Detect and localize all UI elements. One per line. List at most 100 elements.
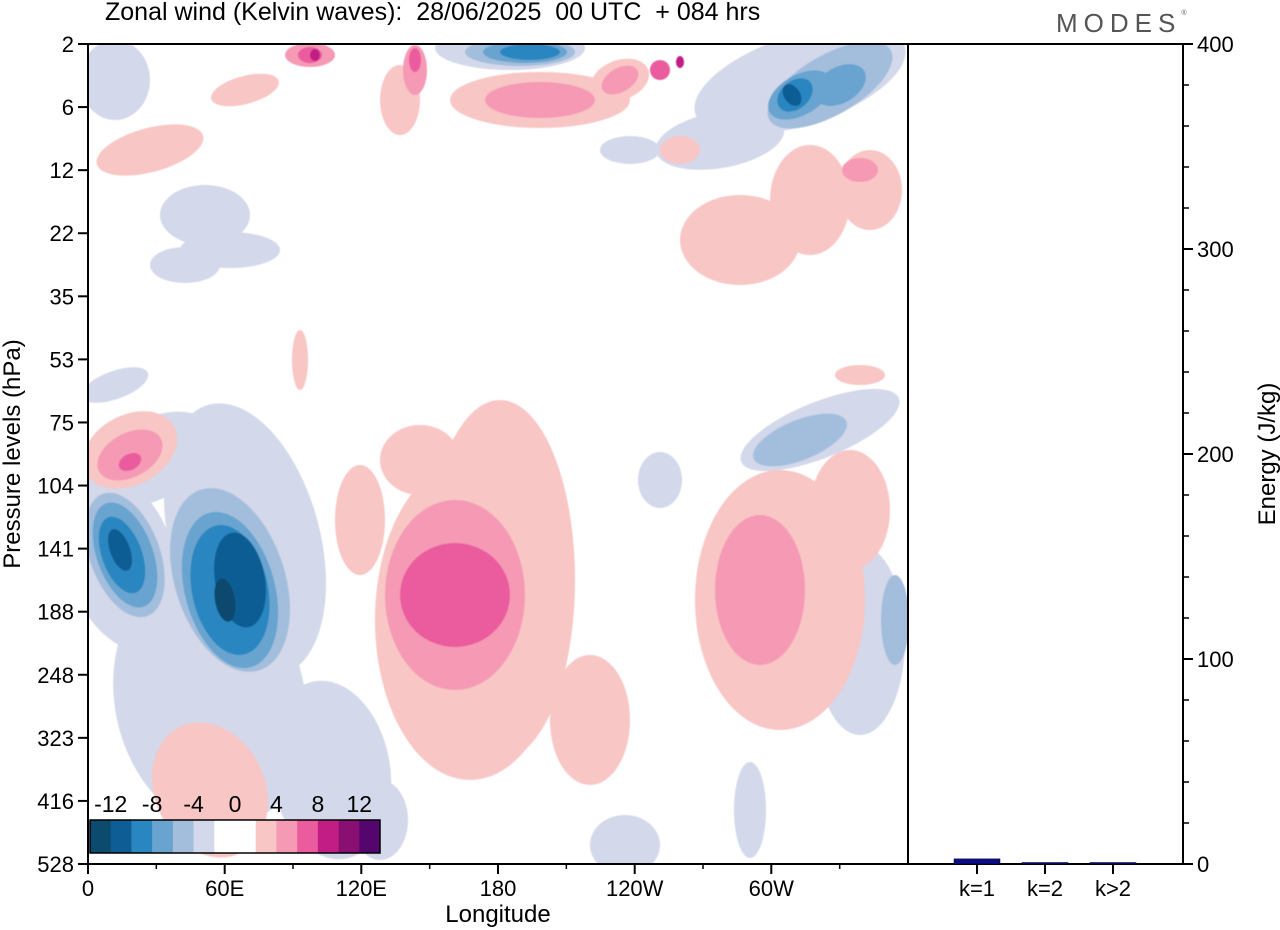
colorbar-swatch [152,820,174,853]
positive-contour [210,73,280,107]
x-tick-label: 60W [749,876,794,901]
negative-contour [782,84,802,106]
x-tick-label: 120E [336,876,387,901]
negative-contour [753,413,847,467]
colorbar-swatch [193,820,215,853]
y-tick-label: 416 [37,789,74,814]
positive-contour [335,465,385,575]
x-tick-label: 60E [205,876,244,901]
positive-contour [400,543,510,647]
negative-contour [500,44,560,60]
x-axis-title: Longitude [445,901,550,928]
y-axis: 2 6 12 22 35 53 75 104 141 188 248 323 416 528 [37,32,88,877]
y-axis-title: Pressure levels (hPa) [0,339,26,568]
colorbar-swatch [338,820,360,853]
positive-contour [550,655,630,785]
chart-title: Zonal wind (Kelvin waves): 28/06/2025 00… [105,0,761,26]
x-tick-label: 180 [480,876,517,901]
y-tick-label: 104 [37,474,74,499]
y-tick-label: 2 [62,32,74,57]
positive-contour [485,82,595,118]
positive-contour [118,452,142,472]
y-tick-label: 22 [50,221,74,246]
y-tick-label: 141 [37,537,74,562]
heatmap-plot: 0 60E 120E 180 120W 60W 2 6 12 22 35 53 75 104 141 188… [0,32,909,928]
colorbar-swatch [317,820,339,853]
brand-logo: MODES® [1056,8,1187,39]
positive-contour [96,124,204,176]
energy-tick-label: 100 [1197,647,1234,672]
colorbar-swatch [255,820,277,853]
y-tick-label: 35 [50,284,74,309]
y-tick-label: 528 [37,852,74,877]
y-tick-label: 188 [37,600,74,625]
y-tick-label: 248 [37,663,74,688]
negative-contour [638,452,682,508]
colorbar-swatch [131,820,153,853]
negative-contour [160,185,250,245]
brand-name: MODES [1056,8,1182,38]
energy-x-label: k=2 [1027,876,1063,901]
negative-contour [881,575,908,665]
wind-contours [88,44,908,864]
energy-tick-label: 300 [1197,237,1234,262]
positive-contour [680,195,800,285]
negative-contour [180,232,280,268]
energy-x-label: k=1 [959,876,995,901]
energy-x-label: k>2 [1095,876,1131,901]
energy-tick-label: 400 [1197,32,1234,57]
energy-x-axis: k=1 k=2 k>2 [959,864,1131,901]
energy-axis-title: Energy (J/kg) [1254,383,1280,526]
positive-contour [650,60,670,80]
colorbar-label: 4 [270,791,283,817]
energy-tick-label: 0 [1197,852,1209,877]
positive-contour [310,49,320,61]
energy-bar [1089,862,1137,865]
colorbar-swatch [110,820,132,853]
positive-contour [835,365,885,385]
colorbar-swatch [90,820,112,853]
positive-contour [770,145,850,255]
colorbar-label: -4 [183,791,204,817]
colorbar-label: 8 [311,791,324,817]
colorbar-swatch [214,820,236,853]
x-tick-label: 120W [606,876,664,901]
y-tick-label: 75 [50,410,74,435]
colorbar-swatch [297,820,319,853]
negative-contour [88,367,149,403]
positive-contour [409,48,421,72]
positive-contour [601,65,639,95]
colorbar-label: 12 [346,791,372,817]
negative-contour [214,578,236,622]
positive-contour [660,136,700,164]
energy-bar [953,858,1001,865]
colorbar-swatch [276,820,298,853]
positive-contour [715,515,805,665]
positive-contour [676,56,684,68]
y-tick-label: 6 [62,95,74,120]
positive-contour [292,330,308,390]
negative-contour [88,44,150,120]
colorbar-label: -12 [94,791,127,817]
colorbar-swatch [172,820,194,853]
registered-mark: ® [1181,10,1187,17]
y-tick-label: 53 [50,347,74,372]
y-tick-label: 12 [50,158,74,183]
colorbar: -12 -8 -4 0 4 8 12 [89,791,381,854]
colorbar-label: 0 [229,791,242,817]
colorbar-swatch [359,820,381,853]
energy-tick-label: 200 [1197,442,1234,467]
positive-contour [810,450,890,570]
y-tick-label: 323 [37,726,74,751]
positive-contour [380,425,460,495]
energy-bar [1021,862,1069,865]
energy-plot-frame [907,43,1184,865]
colorbar-frame [89,819,381,854]
x-axis: 0 60E 120E 180 120W 60W [82,864,841,901]
negative-contour [107,529,133,571]
energy-y-axis: 0 100 200 300 400 [1183,32,1234,877]
positive-contour [842,158,878,182]
negative-contour [814,64,866,106]
colorbar-swatch [235,820,257,853]
